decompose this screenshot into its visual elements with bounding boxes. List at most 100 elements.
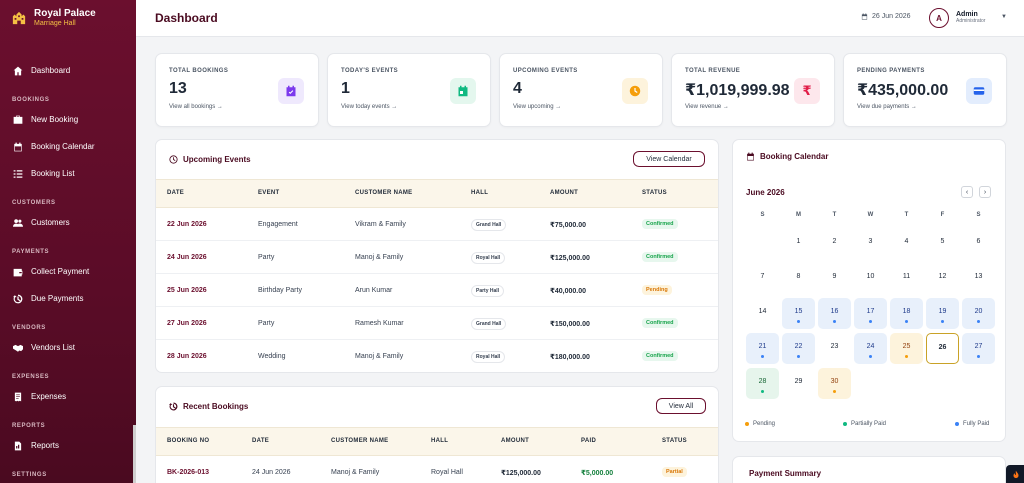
column-header[interactable]: DATE xyxy=(167,190,185,196)
calendar-icon xyxy=(861,13,868,20)
column-header[interactable]: HALL xyxy=(471,190,489,196)
calendar-day[interactable]: 26 xyxy=(926,333,959,364)
cell-amount: ₹75,000.00 xyxy=(550,222,587,229)
calendar-day[interactable]: 11 xyxy=(890,263,923,294)
calendar-day[interactable]: 14 xyxy=(746,298,779,329)
stat-link[interactable]: View today events → xyxy=(341,104,398,110)
table-row[interactable]: 28 Jun 2026 Wedding Manoj & Family Royal… xyxy=(156,340,718,372)
sidebar-item-new-booking[interactable]: New Booking xyxy=(0,106,136,133)
column-header[interactable]: BOOKING NO xyxy=(167,438,210,444)
calendar-day[interactable]: 27 xyxy=(962,333,995,364)
calendar-day[interactable]: 10 xyxy=(854,263,887,294)
column-header[interactable]: PAID xyxy=(581,438,597,444)
table-row[interactable]: 22 Jun 2026 Engagement Vikram & Family G… xyxy=(156,208,718,241)
calendar-month: June 2026 xyxy=(746,188,785,197)
panel-title: Upcoming Events xyxy=(169,155,251,164)
calendar-day-number: 17 xyxy=(866,308,875,315)
calendar-day[interactable]: 24 xyxy=(854,333,887,364)
nav-section-reports: REPORTS xyxy=(12,423,46,429)
handshake-icon xyxy=(13,344,23,352)
panel-title: Payment Summary xyxy=(749,469,822,478)
sidebar-item-dashboard[interactable]: Dashboard xyxy=(0,57,136,84)
calendar-day[interactable]: 30 xyxy=(818,368,851,399)
calendar-day[interactable]: 18 xyxy=(890,298,923,329)
calendar-day[interactable]: 20 xyxy=(962,298,995,329)
view-all-button[interactable]: View All xyxy=(656,398,706,414)
calendar-day[interactable]: 22 xyxy=(782,333,815,364)
calendar-day[interactable]: 3 xyxy=(854,228,887,259)
column-header[interactable]: HALL xyxy=(431,438,449,444)
calendar-day[interactable]: 23 xyxy=(818,333,851,364)
calendar-day-number: 25 xyxy=(902,343,911,350)
calendar-day-number: 11 xyxy=(902,273,911,280)
sidebar-item-reports[interactable]: Reports xyxy=(0,432,136,459)
flame-icon[interactable] xyxy=(1006,465,1024,483)
calendar-day[interactable]: 6 xyxy=(962,228,995,259)
cell-customer: Ramesh Kumar xyxy=(355,320,404,327)
calendar-day[interactable]: 7 xyxy=(746,263,779,294)
column-header[interactable]: CUSTOMER NAME xyxy=(331,438,389,444)
calendar-day[interactable]: 12 xyxy=(926,263,959,294)
column-header[interactable]: STATUS xyxy=(642,190,667,196)
cell-amount: ₹150,000.00 xyxy=(550,321,590,328)
calendar-day[interactable]: 19 xyxy=(926,298,959,329)
stat-link[interactable]: View revenue → xyxy=(685,104,729,110)
column-header[interactable]: AMOUNT xyxy=(550,190,579,196)
sidebar-item-customers[interactable]: Customers xyxy=(0,209,136,236)
cell-booking-no[interactable]: BK-2026-013 xyxy=(167,469,210,476)
column-header[interactable]: EVENT xyxy=(258,190,280,196)
calendar-day[interactable]: 28 xyxy=(746,368,779,399)
next-month-button[interactable]: › xyxy=(979,186,991,198)
calendar-day-number: 15 xyxy=(794,308,803,315)
legend-label: Partially Paid xyxy=(851,421,887,427)
column-header[interactable]: STATUS xyxy=(662,438,687,444)
hall-badge: Royal Hall xyxy=(471,351,506,363)
table-row[interactable]: BK-2026-013 24 Jun 2026 Manoj & Family R… xyxy=(156,456,718,483)
stat-link[interactable]: View due payments → xyxy=(857,104,917,110)
calendar-day[interactable]: 8 xyxy=(782,263,815,294)
calendar-day[interactable]: 1 xyxy=(782,228,815,259)
stat-link[interactable]: View upcoming → xyxy=(513,104,562,110)
view-calendar-button[interactable]: View Calendar xyxy=(633,151,705,167)
sidebar-item-collect-payment[interactable]: Collect Payment xyxy=(0,258,136,285)
calendar-day-number: 22 xyxy=(794,343,803,350)
calendar-day[interactable]: 17 xyxy=(854,298,887,329)
calendar-day-number: 28 xyxy=(758,378,767,385)
calendar-day[interactable]: 29 xyxy=(782,368,815,399)
column-header[interactable]: CUSTOMER NAME xyxy=(355,190,413,196)
sidebar-item-due-payments[interactable]: Due Payments xyxy=(0,285,136,312)
sidebar-item-label: Due Payments xyxy=(31,294,84,303)
calendar-day-number: 19 xyxy=(938,308,947,315)
table-row[interactable]: 27 Jun 2026 Party Ramesh Kumar Grand Hal… xyxy=(156,307,718,340)
calendar-day[interactable]: 9 xyxy=(818,263,851,294)
calendar-day[interactable]: 13 xyxy=(962,263,995,294)
calendar-day-number: 30 xyxy=(830,378,839,385)
sidebar-item-label: Expenses xyxy=(31,392,67,401)
sidebar-scrollbar[interactable] xyxy=(133,425,136,483)
sidebar-item-booking-list[interactable]: Booking List xyxy=(0,160,136,187)
brand[interactable]: Royal Palace Marriage Hall xyxy=(0,0,136,36)
sidebar-item-expenses[interactable]: Expenses xyxy=(0,383,136,410)
table-row[interactable]: 24 Jun 2026 Party Manoj & Family Royal H… xyxy=(156,241,718,274)
sidebar-item-vendors-list[interactable]: Vendors List xyxy=(0,334,136,361)
calendar-day-number: 8 xyxy=(796,273,801,280)
sidebar-item-booking-calendar[interactable]: Booking Calendar xyxy=(0,133,136,160)
avatar[interactable]: A xyxy=(929,8,949,28)
calendar-day[interactable]: 2 xyxy=(818,228,851,259)
calendar-day[interactable]: 5 xyxy=(926,228,959,259)
user-name[interactable]: Admin xyxy=(956,11,978,18)
prev-month-button[interactable]: ‹ xyxy=(961,186,973,198)
column-header[interactable]: AMOUNT xyxy=(501,438,530,444)
table-row[interactable]: 25 Jun 2026 Birthday Party Arun Kumar Pa… xyxy=(156,274,718,307)
booking-status-dot xyxy=(869,320,872,323)
chevron-down-icon[interactable]: ▼ xyxy=(1001,14,1007,20)
column-header[interactable]: DATE xyxy=(252,438,270,444)
stat-card-pending-payments: PENDING PAYMENTS ₹435,000.00 View due pa… xyxy=(843,53,1007,127)
calendar-day[interactable]: 25 xyxy=(890,333,923,364)
stat-link[interactable]: View all bookings → xyxy=(169,104,223,110)
calendar-day[interactable]: 4 xyxy=(890,228,923,259)
calendar-day[interactable]: 21 xyxy=(746,333,779,364)
calendar-day[interactable]: 15 xyxy=(782,298,815,329)
calendar-day[interactable]: 16 xyxy=(818,298,851,329)
sidebar-item-label: Booking List xyxy=(31,169,75,178)
